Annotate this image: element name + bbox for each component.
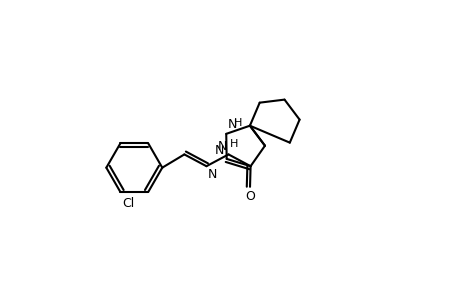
Text: Cl: Cl [122,197,134,210]
Text: O: O [245,190,254,203]
Text: N: N [214,143,224,157]
Text: H: H [229,139,237,149]
Text: N: N [207,168,217,181]
Text: H: H [233,118,242,128]
Text: N: N [217,140,227,153]
Text: N: N [227,118,236,131]
